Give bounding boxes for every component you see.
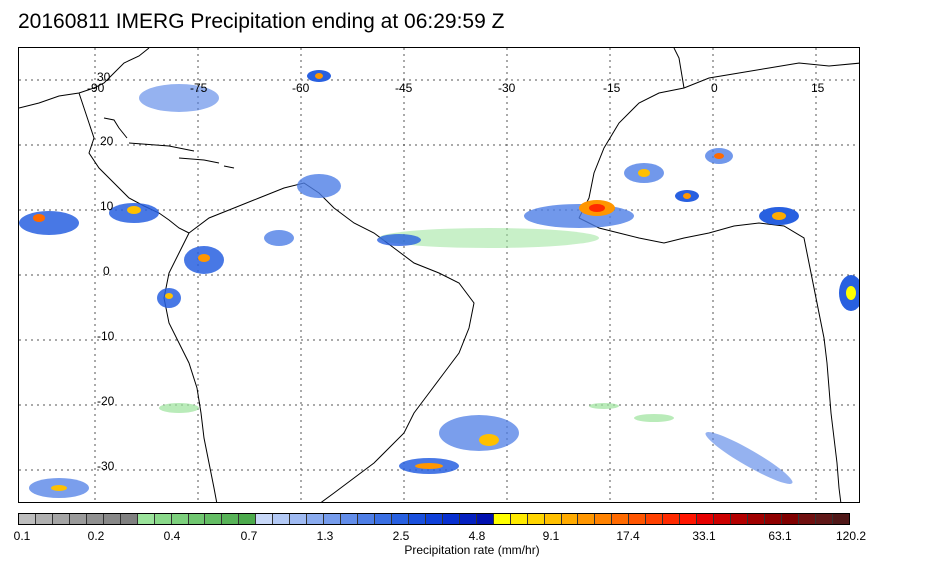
colorbar-swatch	[697, 514, 715, 524]
colorbar-swatch	[171, 514, 189, 524]
colorbar-tick-label: 9.1	[542, 529, 560, 543]
precipitation-map	[18, 47, 860, 503]
colorbar-swatch	[561, 514, 579, 524]
colorbar-title: Precipitation rate (mm/hr)	[404, 543, 540, 557]
lon-label: -75	[190, 81, 208, 95]
map-canvas	[19, 48, 859, 502]
colorbar-tick-label: 0.1	[13, 529, 31, 543]
colorbar-swatch	[781, 514, 799, 524]
colorbar-tick-label: 33.1	[692, 529, 716, 543]
colorbar-swatch	[307, 514, 325, 524]
colorbar-swatch	[510, 514, 528, 524]
lon-label: -60	[292, 81, 310, 95]
lon-label: 15	[811, 81, 825, 95]
colorbar-swatch	[137, 514, 155, 524]
lon-label: -15	[603, 81, 621, 95]
colorbar-swatch	[290, 514, 308, 524]
colorbar-swatch	[222, 514, 240, 524]
lat-label: 0	[103, 264, 110, 278]
colorbar-swatch	[35, 514, 53, 524]
colorbar-swatch	[578, 514, 596, 524]
colorbar-tick-label: 2.5	[392, 529, 410, 543]
colorbar-swatch	[391, 514, 409, 524]
colorbar-swatch	[425, 514, 443, 524]
colorbar-swatch	[544, 514, 562, 524]
colorbar-tick-label: 0.4	[163, 529, 181, 543]
precipitation-colorbar	[18, 513, 850, 525]
colorbar-swatch	[120, 514, 138, 524]
lat-label: -20	[97, 394, 115, 408]
graticule	[19, 48, 859, 502]
colorbar-swatch	[493, 514, 511, 524]
colorbar-swatch	[459, 514, 477, 524]
colorbar-swatch	[476, 514, 494, 524]
lat-label: -30	[97, 459, 115, 473]
colorbar-swatch	[747, 514, 765, 524]
colorbar-swatch	[595, 514, 613, 524]
map-title: 20160811 IMERG Precipitation ending at 0…	[18, 10, 505, 33]
colorbar-tick-label: 1.3	[316, 529, 334, 543]
colorbar-swatch	[663, 514, 681, 524]
colorbar-swatch	[188, 514, 206, 524]
colorbar-swatch	[731, 514, 748, 524]
colorbar-swatch	[764, 514, 782, 524]
precipitation-cells	[19, 70, 859, 498]
colorbar-swatch	[798, 514, 816, 524]
colorbar-swatch	[527, 514, 545, 524]
lat-label: 10	[100, 199, 114, 213]
colorbar-swatch	[832, 514, 849, 524]
colorbar-swatch	[612, 514, 630, 524]
colorbar-swatch	[19, 514, 36, 524]
colorbar-swatch	[358, 514, 376, 524]
lat-label: -10	[97, 329, 115, 343]
colorbar-tick-label: 63.1	[768, 529, 792, 543]
colorbar-swatch	[408, 514, 426, 524]
colorbar-swatch	[273, 514, 291, 524]
colorbar-swatch	[680, 514, 698, 524]
lat-label: 20	[100, 134, 114, 148]
colorbar-swatch	[714, 514, 732, 524]
colorbar-swatch	[442, 514, 460, 524]
colorbar-swatch	[103, 514, 121, 524]
colorbar-swatch	[629, 514, 647, 524]
colorbar-swatch	[52, 514, 70, 524]
colorbar-swatch	[256, 514, 274, 524]
colorbar-swatch	[239, 514, 257, 524]
lon-label: -30	[498, 81, 516, 95]
colorbar-swatch	[205, 514, 223, 524]
colorbar-swatch	[646, 514, 664, 524]
colorbar-tick-label: 0.7	[240, 529, 258, 543]
colorbar-swatch	[341, 514, 359, 524]
colorbar-tick-label: 4.8	[468, 529, 486, 543]
lon-label: -45	[395, 81, 413, 95]
lat-label: 30	[97, 70, 111, 84]
lon-label: -90	[87, 81, 105, 95]
colorbar-tick-label: 120.2	[835, 529, 867, 543]
colorbar-tick-label: 0.2	[87, 529, 105, 543]
colorbar-swatch	[375, 514, 392, 524]
colorbar-swatch	[815, 514, 833, 524]
colorbar-swatch	[86, 514, 104, 524]
colorbar-tick-label: 17.4	[616, 529, 640, 543]
colorbar-swatch	[69, 514, 87, 524]
colorbar-swatch	[324, 514, 342, 524]
coastlines	[19, 48, 859, 502]
colorbar-swatch	[154, 514, 172, 524]
lon-label: 0	[711, 81, 718, 95]
